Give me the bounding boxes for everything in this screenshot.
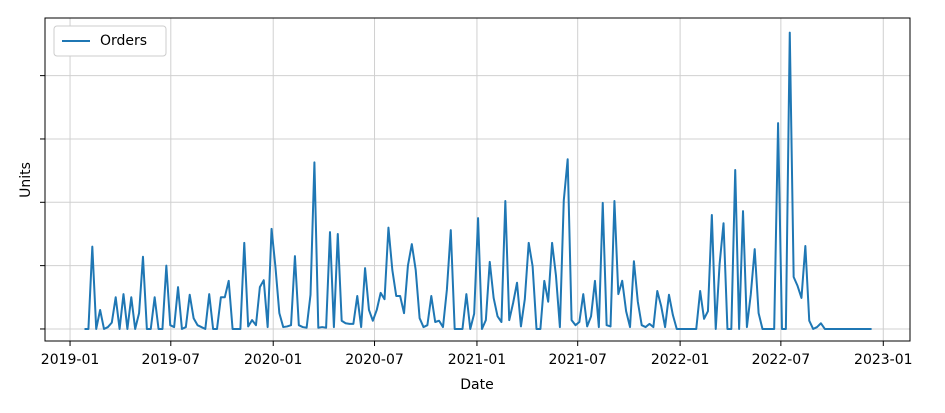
- x-tick-label: 2021-07: [548, 352, 607, 368]
- x-axis-label: Date: [460, 377, 493, 393]
- x-tick-label: 2021-01: [448, 352, 507, 368]
- x-tick-label: 2022-07: [752, 352, 811, 368]
- x-tick-label: 2019-07: [142, 352, 201, 368]
- x-tick-label: 2023-01: [854, 352, 913, 368]
- x-tick-label: 2020-01: [244, 352, 303, 368]
- x-tick-label: 2019-01: [41, 352, 100, 368]
- x-tick-label: 2020-07: [345, 352, 404, 368]
- y-axis-label: Units: [18, 162, 34, 198]
- plot-frame: [44, 17, 911, 342]
- legend-box: [53, 25, 167, 57]
- legend-label: Orders: [100, 33, 147, 49]
- line: [84, 31, 872, 330]
- x-tick-label: 2022-01: [651, 352, 710, 368]
